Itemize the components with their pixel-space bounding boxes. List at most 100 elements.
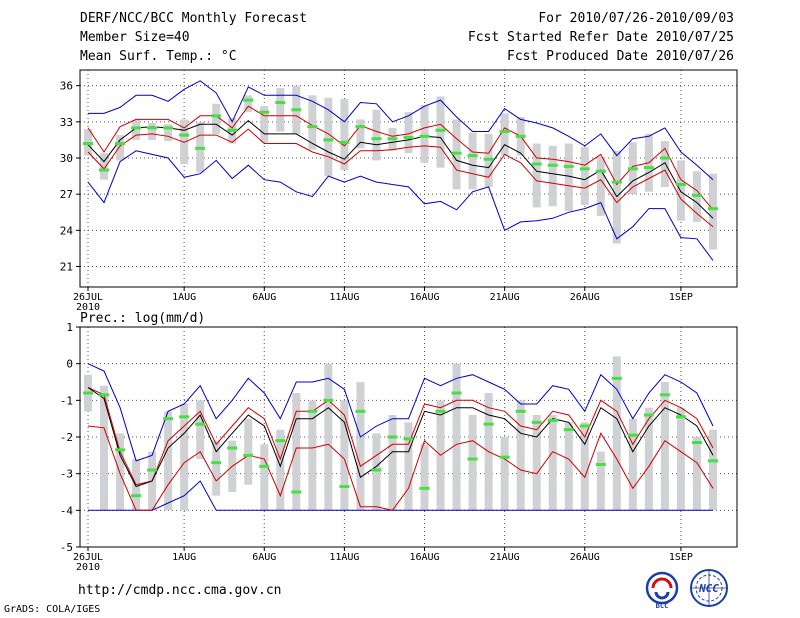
temp-frame	[79, 69, 738, 288]
fcst-produced-date: Fcst Produced Date 2010/07/26	[507, 49, 734, 64]
temp-median-mark	[451, 151, 462, 155]
temp-ytick-label: 21	[60, 261, 73, 274]
prec-ensemble-box	[276, 429, 285, 511]
prec-median-mark	[275, 439, 286, 443]
prec-median-mark	[99, 393, 110, 397]
prec-median-mark	[179, 415, 190, 419]
prec-median-mark	[371, 468, 382, 472]
prec-median-mark	[355, 409, 366, 413]
temp-xtick-label: 6AUG	[252, 292, 276, 303]
prec-lower-line	[87, 425, 714, 511]
temp-ensemble-box	[468, 132, 477, 190]
prec-upper-line	[87, 387, 714, 486]
temp-xtick-label: 26JUL	[73, 292, 103, 303]
prec-median-mark	[451, 391, 462, 395]
temp-ensemble-box	[244, 95, 253, 113]
prec-ensemble-box	[404, 422, 413, 511]
bcc-logo: BCC	[645, 571, 679, 610]
prec-ensemble-box	[644, 407, 653, 511]
prec-ensemble-box	[260, 444, 269, 511]
temp-ensemble-box	[532, 143, 541, 208]
prec-median-mark	[403, 437, 414, 441]
prec-ensemble-box	[580, 422, 589, 511]
temp-median-mark	[611, 180, 622, 184]
prec-ensemble-box	[452, 363, 461, 511]
prec-ytick-label: -3	[60, 468, 73, 481]
prec-xtick-label: 21AUG	[490, 552, 520, 563]
ncc-logo: NCC	[690, 569, 728, 607]
temp-ensemble-box	[100, 153, 109, 180]
temp-median-mark	[691, 193, 702, 197]
prec-median-mark	[579, 424, 590, 428]
prec-ensemble-box	[388, 415, 397, 511]
prec-median-mark	[307, 409, 318, 413]
prec-ensemble-box	[516, 400, 525, 511]
temp-ensemble-box	[500, 113, 509, 156]
prec-median-mark	[483, 422, 494, 426]
prec-median-mark	[499, 455, 510, 459]
temp-ensemble-box	[676, 160, 685, 221]
member-size-label: Member Size=40	[80, 30, 190, 45]
temp-ytick-label: 36	[60, 80, 73, 93]
temp-median-mark	[211, 114, 222, 118]
source-url[interactable]: http://cmdp.ncc.cma.gov.cn	[78, 583, 282, 598]
temp-median-mark	[371, 137, 382, 141]
temp-median-mark	[179, 133, 190, 137]
temp-xtick-label: 1AUG	[172, 292, 196, 303]
prec-ensemble-box	[532, 415, 541, 511]
prec-ensemble-box	[308, 400, 317, 511]
prec-ensemble-box	[116, 433, 125, 511]
prec-ensemble-box	[468, 415, 477, 511]
prec-ensemble-box	[292, 393, 301, 511]
prec-min-line	[88, 480, 713, 511]
prec-xtick-label: 11AUG	[329, 552, 359, 563]
temp-ensemble-box	[564, 143, 573, 212]
prec-ensemble-box	[500, 437, 509, 511]
prec-ensemble-box	[164, 411, 173, 511]
prec-max-line	[87, 363, 714, 462]
prec-median-mark	[515, 409, 526, 413]
temp-lower-line	[87, 128, 714, 228]
temp-median-mark	[435, 128, 446, 132]
prec-ensemble-box	[356, 382, 365, 511]
prec-ytick-label: 1	[66, 321, 73, 334]
prec-median-mark	[659, 393, 670, 397]
temp-median-mark	[323, 138, 334, 142]
temp-ensemble-box	[180, 119, 189, 165]
temp-median-mark	[547, 163, 558, 167]
prec-title: Prec.: log(mm/d)	[80, 311, 205, 326]
prec-year-label: 2010	[76, 562, 100, 573]
temp-ensemble-box	[436, 96, 445, 168]
prec-ensemble-box	[564, 422, 573, 511]
prec-median-mark	[195, 422, 206, 426]
temp-ytick-label: 27	[60, 188, 73, 201]
temp-ensemble-box	[324, 97, 333, 177]
temp-xtick-label: 1SEP	[669, 292, 693, 303]
temp-median-mark	[275, 101, 286, 105]
chart-title: DERF/NCC/BCC Monthly Forecast	[80, 11, 307, 26]
temp-median-mark	[419, 134, 430, 138]
temp-ensemble-box	[212, 103, 221, 134]
temp-median-mark	[387, 137, 398, 141]
temp-year-label: 2010	[76, 302, 100, 313]
prec-xtick-label: 16AUG	[409, 552, 439, 563]
temp-median-mark	[467, 154, 478, 158]
temp-median-mark	[355, 125, 366, 129]
prec-ytick-label: -5	[60, 541, 73, 554]
temp-median-mark	[163, 126, 174, 130]
prec-ytick-label: 0	[66, 358, 73, 371]
prec-ensemble-box	[548, 415, 557, 511]
prec-ensemble-box	[100, 385, 109, 511]
prec-xtick-label: 1SEP	[669, 552, 693, 563]
prec-median-mark	[435, 409, 446, 413]
temp-ensemble-box	[356, 119, 365, 149]
temp-min-line	[87, 150, 714, 261]
temp-median-mark	[515, 134, 526, 138]
temp-median-mark	[627, 167, 638, 171]
temp-ensemble-box	[548, 145, 557, 207]
prec-xtick-label: 26JUL	[73, 552, 103, 563]
temp-median-mark	[291, 108, 302, 112]
prec-ensemble-box	[596, 451, 605, 511]
prec-ensemble-box	[612, 356, 621, 511]
